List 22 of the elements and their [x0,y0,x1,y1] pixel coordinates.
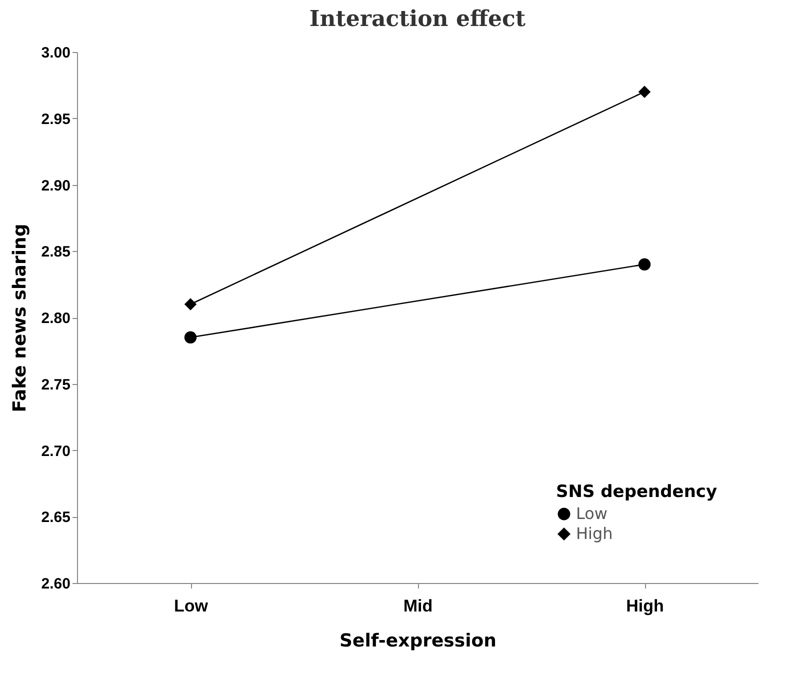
y-axis-title: Fake news sharing [9,224,30,412]
point [638,258,651,271]
x-tick-label: Mid [403,596,433,616]
y-tick-label: 2.85 [41,244,70,261]
y-tick-label: 2.80 [41,310,70,327]
chart-title: Interaction effect [309,6,526,32]
y-tick-label: 2.70 [41,442,70,460]
y-tick-label: 2.60 [41,576,70,592]
point [184,331,197,344]
legend-label: High [576,524,613,543]
point [638,86,651,98]
y-tick-label: 2.95 [41,110,70,128]
point [184,298,197,310]
x-tick-label: Low [174,596,209,616]
y-tick-label: 2.65 [41,509,70,526]
y-tick-label: 2.75 [41,376,70,394]
y-tick-label: 3.00 [41,44,70,62]
legend-title: SNS dependency [556,482,718,502]
x-axis-title: Self-expression [340,630,496,652]
legend-label: Low [576,504,608,523]
y-tick-label: 2.90 [41,177,70,194]
x-tick-label: High [626,596,664,616]
